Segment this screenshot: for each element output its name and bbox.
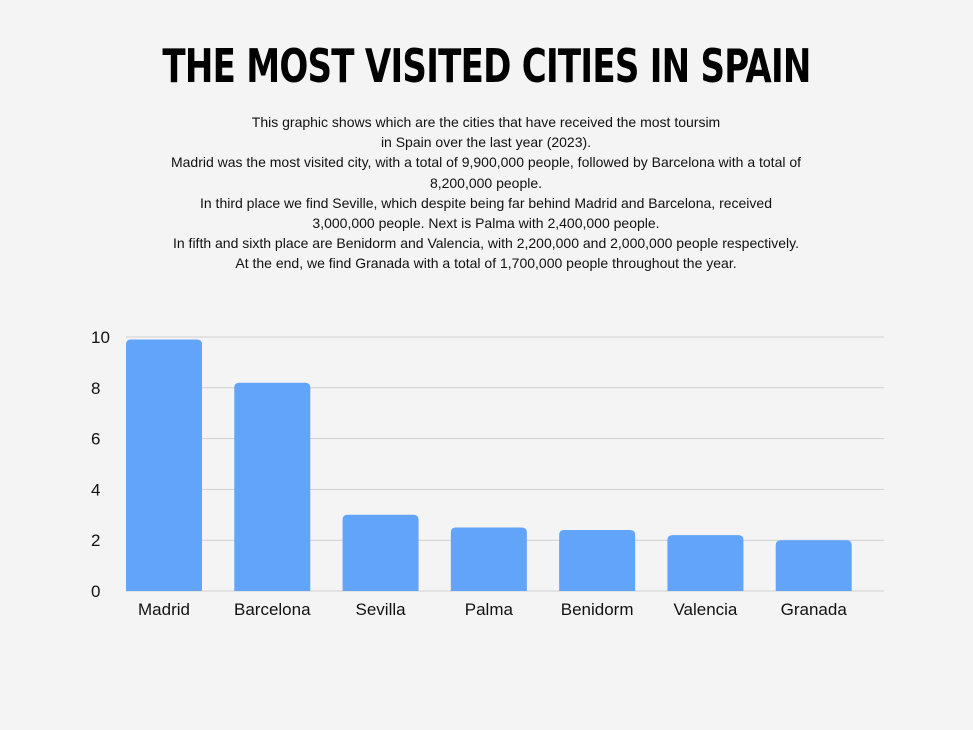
bars xyxy=(126,339,852,591)
bar-madrid xyxy=(126,339,202,591)
bar-sevilla xyxy=(342,514,419,591)
y-tick-label: 8 xyxy=(91,379,100,398)
description-line: 8,200,000 people. xyxy=(429,174,543,191)
bar-valencia xyxy=(667,535,744,591)
y-tick-label: 6 xyxy=(91,430,100,449)
x-tick-label: Palma xyxy=(465,600,514,619)
description-line: This graphic shows which are the cities … xyxy=(251,114,721,130)
description-text: This graphic shows which are the cities … xyxy=(86,112,886,274)
y-tick-label: 0 xyxy=(91,582,100,601)
x-tick-label: Madrid xyxy=(138,600,190,619)
description-line: Madrid was the most visited city, with a… xyxy=(170,154,802,171)
bar-granada xyxy=(775,540,852,591)
x-tick-label: Barcelona xyxy=(234,600,311,619)
y-tick-label: 4 xyxy=(91,480,100,499)
x-axis: Madrid Barcelona Sevilla Palma Benidorm Valen… xyxy=(138,600,847,619)
description-line: In fifth and sixth place are Benidorm an… xyxy=(172,235,799,252)
x-tick-label: Benidorm xyxy=(561,600,634,619)
x-tick-label: Granada xyxy=(781,600,848,619)
description-line: In third place we find Seville, which de… xyxy=(199,194,772,211)
description-line: 3,000,000 people. Next is Palma with 2,4… xyxy=(312,215,660,232)
y-tick-label: 2 xyxy=(91,531,100,550)
y-tick-label: 10 xyxy=(91,328,110,347)
bar-benidorm xyxy=(559,530,636,591)
description-line: in Spain over the last year (2023). xyxy=(380,134,592,151)
bar-barcelona xyxy=(234,382,311,591)
bar-palma xyxy=(450,527,527,591)
y-axis: 0 2 4 6 8 10 xyxy=(91,328,110,601)
x-tick-label: Sevilla xyxy=(356,600,407,619)
page-title: THE MOST VISITED CITIES IN SPAIN xyxy=(162,39,811,93)
description-line: At the end, we find Granada with a total… xyxy=(235,255,737,272)
x-tick-label: Valencia xyxy=(673,600,737,619)
